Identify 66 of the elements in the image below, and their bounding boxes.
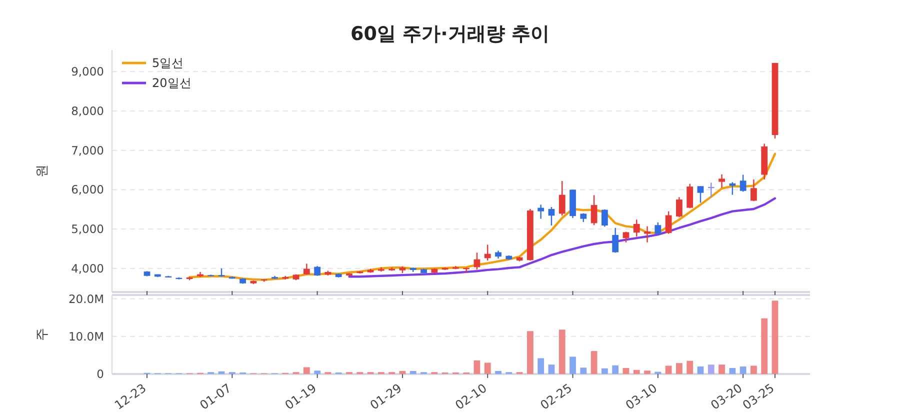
candlestick [602, 208, 608, 228]
bar [484, 362, 491, 374]
bar [602, 368, 608, 374]
bar [697, 366, 704, 374]
candlestick [718, 174, 725, 188]
bar [644, 370, 650, 374]
candlestick [740, 174, 746, 192]
y-tick-label: 0 [96, 367, 104, 381]
candlestick [676, 196, 682, 218]
bar [665, 366, 672, 374]
legend-label: 20일선 [152, 76, 192, 90]
y-tick-label: 10.0M [68, 329, 104, 344]
candlestick [686, 183, 694, 209]
candlestick [750, 178, 757, 202]
bar [686, 360, 694, 374]
bar [526, 331, 534, 374]
y-tick-label: 20.0M [68, 292, 104, 306]
bar [622, 368, 630, 374]
candlestick [633, 218, 640, 238]
bar [750, 366, 757, 374]
candlestick [558, 180, 566, 216]
candlestick [729, 182, 736, 196]
candlestick [484, 244, 491, 262]
bar [761, 318, 768, 374]
y-axis-title: 원 [35, 164, 50, 178]
bar [590, 351, 598, 374]
bar [495, 370, 502, 374]
bar [303, 367, 310, 374]
y-tick-label: 8,000 [71, 104, 104, 118]
bar [729, 368, 736, 374]
bar [633, 370, 640, 374]
legend-label: 5일선 [152, 56, 184, 70]
candlestick [665, 210, 672, 234]
y-tick-label: 5,000 [71, 222, 104, 236]
y-tick-label: 6,000 [71, 182, 104, 197]
bar [676, 363, 682, 374]
bar [558, 330, 566, 374]
bar [580, 368, 587, 374]
bar [718, 364, 725, 374]
bar [399, 370, 406, 374]
line-series [188, 152, 776, 281]
candlestick [548, 206, 555, 226]
candlestick [538, 204, 544, 220]
y-tick-label: 7,000 [71, 143, 104, 158]
bar [740, 366, 746, 374]
bar [708, 364, 714, 374]
bar [314, 370, 320, 374]
line-series [348, 197, 776, 278]
bar [772, 300, 778, 374]
bar [538, 358, 544, 374]
candlestick [697, 186, 704, 204]
bar [570, 356, 576, 374]
bar [218, 371, 225, 374]
bar [410, 370, 416, 374]
candlestick [644, 226, 650, 244]
bar [474, 360, 480, 374]
candlestick [314, 265, 320, 276]
y-tick-label: 9,000 [71, 64, 104, 79]
chart-title: 60일 주가·거래량 추이 [350, 23, 550, 45]
candlestick [590, 194, 598, 226]
y-tick-label: 4,000 [71, 261, 104, 276]
candlestick [474, 252, 480, 270]
bar [612, 365, 619, 374]
candlestick [612, 227, 619, 254]
bar [548, 364, 555, 374]
y-axis-title: 주 [35, 328, 50, 341]
